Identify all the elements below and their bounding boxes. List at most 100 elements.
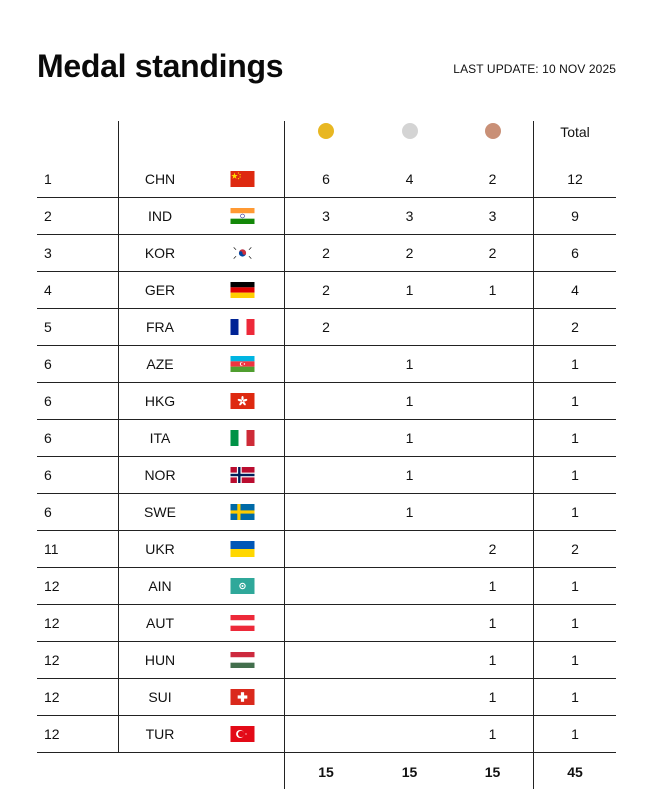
silver-count-cell <box>368 568 451 604</box>
total-count-cell: 1 <box>571 504 579 520</box>
total-count-cell: 1 <box>571 578 579 594</box>
table-row: 12 AIN 1 1 <box>37 568 616 605</box>
rank-cell: 6 <box>44 356 52 372</box>
aze-flag-icon <box>229 346 255 382</box>
table-row: 1 CHN 6 4 2 12 <box>37 161 616 198</box>
bronze-count-cell: 1 <box>488 689 497 705</box>
bronze-count-cell <box>451 309 534 345</box>
country-code-cell: FRA <box>146 319 174 335</box>
total-count-cell: 2 <box>571 541 579 557</box>
silver-count-cell <box>368 679 451 715</box>
tur-flag-icon <box>229 716 255 752</box>
silver-count-cell: 3 <box>405 208 414 224</box>
hun-flag-icon <box>229 642 255 678</box>
silver-count-cell: 1 <box>405 282 414 298</box>
bronze-count-cell <box>451 383 534 419</box>
gold-count-cell <box>284 605 368 641</box>
country-code-cell: KOR <box>144 245 176 261</box>
gold-count-cell: 2 <box>322 282 330 298</box>
medal-table: Total 1 CHN 6 4 2 12 2 IND 3 3 3 9 3 KOR 2 2 2 6 4 GER 2 1 1 4 5… <box>37 121 616 790</box>
country-code-cell: ITA <box>149 430 171 446</box>
bronze-count-cell: 2 <box>488 245 497 261</box>
total-count-cell: 12 <box>567 171 583 187</box>
table-row: 12 TUR 1 1 <box>37 716 616 753</box>
rank-cell: 6 <box>44 467 52 483</box>
silver-count-cell: 1 <box>405 356 414 372</box>
gold-count-cell <box>284 346 368 382</box>
total-count-cell: 1 <box>571 467 579 483</box>
gold-total: 15 <box>318 763 334 780</box>
total-count-cell: 1 <box>571 726 579 742</box>
ukr-flag-icon <box>229 531 255 567</box>
gold-count-cell <box>284 642 368 678</box>
silver-count-cell: 1 <box>405 393 414 409</box>
bronze-total: 15 <box>484 763 501 780</box>
silver-count-cell: 1 <box>405 467 414 483</box>
table-row: 12 SUI 1 1 <box>37 679 616 716</box>
gold-count-cell: 2 <box>322 245 330 261</box>
table-row: 11 UKR 2 2 <box>37 531 616 568</box>
nor-flag-icon <box>229 457 255 493</box>
gold-count-cell: 2 <box>322 319 330 335</box>
silver-count-cell: 1 <box>405 430 414 446</box>
silver-total: 15 <box>401 763 418 780</box>
country-code-cell: HUN <box>144 652 176 668</box>
table-row: 4 GER 2 1 1 4 <box>37 272 616 309</box>
rank-cell: 12 <box>44 726 60 742</box>
total-count-cell: 6 <box>571 245 579 261</box>
ita-flag-icon <box>229 420 255 456</box>
gold-count-cell <box>284 457 368 493</box>
rank-cell: 1 <box>44 171 52 187</box>
bronze-medal-icon <box>451 121 534 161</box>
table-row: 12 HUN 1 1 <box>37 642 616 679</box>
bronze-count-cell <box>451 346 534 382</box>
ind-flag-icon <box>229 198 255 234</box>
silver-count-cell <box>368 605 451 641</box>
page-title: Medal standings <box>37 48 284 84</box>
total-count-cell: 2 <box>571 319 579 335</box>
last-update-label: LAST UPDATE: 10 NOV 2025 <box>453 62 616 76</box>
gold-medal-icon <box>284 121 368 161</box>
table-row: 6 NOR 1 1 <box>37 457 616 494</box>
country-code-cell: CHN <box>144 171 176 187</box>
silver-count-cell <box>368 309 451 345</box>
totals-row: 15 15 15 45 <box>37 753 616 790</box>
bronze-count-cell: 1 <box>488 282 497 298</box>
country-code-cell: AIN <box>148 578 172 594</box>
fra-flag-icon <box>229 309 255 345</box>
table-row: 6 HKG 1 1 <box>37 383 616 420</box>
rank-cell: 12 <box>44 578 60 594</box>
country-code-cell: AUT <box>146 615 174 631</box>
ger-flag-icon <box>229 272 255 308</box>
ain-flag-icon <box>229 568 255 604</box>
sui-flag-icon <box>229 679 255 715</box>
country-code-cell: IND <box>147 208 173 224</box>
bronze-count-cell: 2 <box>488 171 497 187</box>
rank-cell: 2 <box>44 208 52 224</box>
rank-cell: 12 <box>44 615 60 631</box>
total-count-cell: 1 <box>571 356 579 372</box>
gold-count-cell <box>284 420 368 456</box>
silver-count-cell <box>368 642 451 678</box>
total-count-cell: 4 <box>571 282 579 298</box>
country-code-cell: NOR <box>144 467 176 483</box>
bronze-count-cell <box>451 420 534 456</box>
bronze-count-cell: 1 <box>488 578 497 594</box>
gold-count-cell <box>284 383 368 419</box>
hkg-flag-icon <box>229 383 255 419</box>
gold-count-cell <box>284 531 368 567</box>
bronze-count-cell: 1 <box>488 615 497 631</box>
silver-count-cell: 1 <box>405 504 414 520</box>
bronze-count-cell: 2 <box>488 541 497 557</box>
table-row: 12 AUT 1 1 <box>37 605 616 642</box>
bronze-count-cell <box>451 494 534 530</box>
rank-cell: 6 <box>44 430 52 446</box>
grand-total: 45 <box>567 763 583 780</box>
divider-country-medals <box>284 121 285 789</box>
country-code-cell: TUR <box>145 726 175 742</box>
rank-cell: 3 <box>44 245 52 261</box>
rank-cell: 6 <box>44 504 52 520</box>
country-code-cell: SUI <box>148 689 172 705</box>
swe-flag-icon <box>229 494 255 530</box>
silver-count-cell: 2 <box>405 245 414 261</box>
